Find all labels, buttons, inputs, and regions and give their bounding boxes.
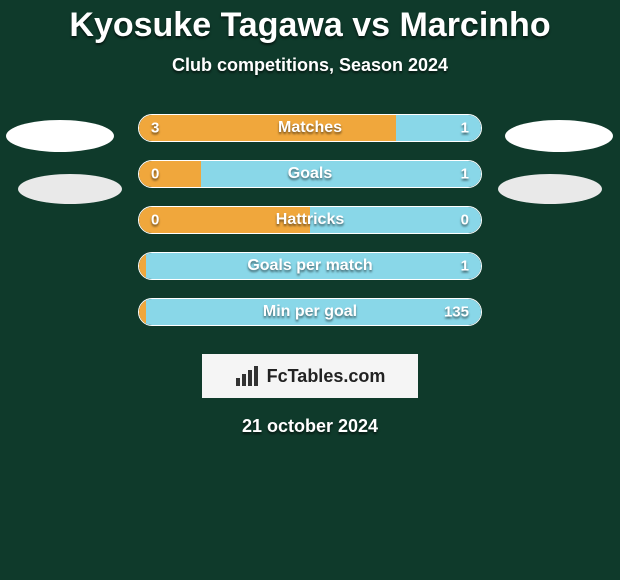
bar-right-value: 135	[444, 304, 469, 321]
logo-box: FcTables.com	[202, 354, 418, 398]
bar-fill-left	[139, 115, 396, 141]
stat-bar: Min per goal 135	[138, 298, 482, 326]
logo-text: FcTables.com	[267, 366, 386, 387]
player-ellipse	[498, 174, 602, 204]
bar-left-value: 3	[151, 120, 159, 137]
stat-bar: Goals per match 1	[138, 252, 482, 280]
bar-label: Hattricks	[276, 211, 344, 229]
bar-label: Min per goal	[263, 303, 357, 321]
bar-right-value: 0	[461, 212, 469, 229]
page-title: Kyosuke Tagawa vs Marcinho	[0, 0, 620, 45]
logo-bars-icon	[235, 366, 261, 386]
page: Kyosuke Tagawa vs Marcinho Club competit…	[0, 0, 620, 580]
bar-fill-left	[139, 161, 201, 187]
bar-fill-right	[201, 161, 481, 187]
date-text: 21 october 2024	[0, 416, 620, 437]
bar-left-value: 0	[151, 166, 159, 183]
bar-right-value: 1	[461, 258, 469, 275]
bar-fill-left	[139, 253, 146, 279]
player-ellipse	[505, 120, 613, 152]
bar-right-value: 1	[461, 120, 469, 137]
bar-right-value: 1	[461, 166, 469, 183]
stat-bar: Goals 0 1	[138, 160, 482, 188]
bar-label: Goals per match	[247, 257, 372, 275]
stat-bar: Matches 3 1	[138, 114, 482, 142]
player-ellipse	[6, 120, 114, 152]
bar-fill-left	[139, 299, 146, 325]
bar-left-value: 0	[151, 212, 159, 229]
player-ellipse	[18, 174, 122, 204]
bar-label: Goals	[288, 165, 332, 183]
subtitle: Club competitions, Season 2024	[0, 55, 620, 76]
bar-label: Matches	[278, 119, 342, 137]
stat-bar: Hattricks 0 0	[138, 206, 482, 234]
